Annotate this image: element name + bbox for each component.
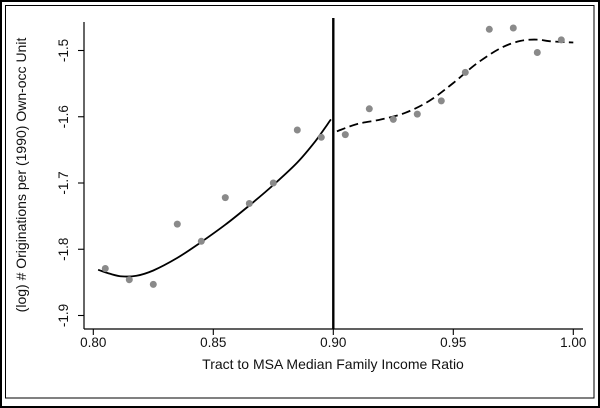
y-tick-label: -1.9 [56, 304, 71, 327]
axes: -1.5 -1.6 -1.7 -1.8 -1.9 0.80 0.85 0.90 0.95 1.00 [56, 22, 586, 350]
x-tick-label: 0.85 [200, 335, 226, 350]
scatter-point [269, 179, 277, 187]
scatter-point [413, 110, 421, 118]
scatter-point [389, 115, 397, 123]
inner-border [5, 5, 595, 399]
scatter-point [557, 36, 565, 44]
y-tick-label: -1.8 [56, 238, 71, 261]
scatter-points [101, 24, 565, 288]
y-axis-title: (log) # Originations per (1990) Own-occ … [13, 38, 29, 313]
scatter-point [173, 220, 181, 228]
scatter-point [101, 265, 109, 272]
scatter-point [461, 68, 469, 76]
scatter-point [485, 25, 493, 33]
scatter-point [365, 105, 373, 113]
y-tick-label: -1.7 [56, 171, 71, 194]
scatter-point [149, 280, 157, 288]
scatter-point [317, 133, 325, 141]
x-axis-title: Tract to MSA Median Family Income Ratio [202, 356, 464, 372]
scatter-point [245, 200, 253, 207]
scatter-point [509, 24, 517, 32]
x-tick-label: 1.00 [560, 335, 586, 350]
scatter-point [125, 276, 133, 284]
scatter-point [221, 194, 229, 202]
scatter-point [293, 126, 301, 134]
scatter-point [197, 237, 205, 245]
x-tick-label: 0.95 [440, 335, 466, 350]
y-tick-label: -1.5 [56, 39, 71, 62]
x-tick-label: 0.90 [320, 335, 346, 350]
scatter-point [533, 49, 541, 56]
y-tick-label: -1.6 [56, 105, 71, 128]
scatter-point [341, 131, 349, 139]
scatter-point [437, 97, 445, 105]
x-tick-label: 0.80 [80, 335, 106, 350]
